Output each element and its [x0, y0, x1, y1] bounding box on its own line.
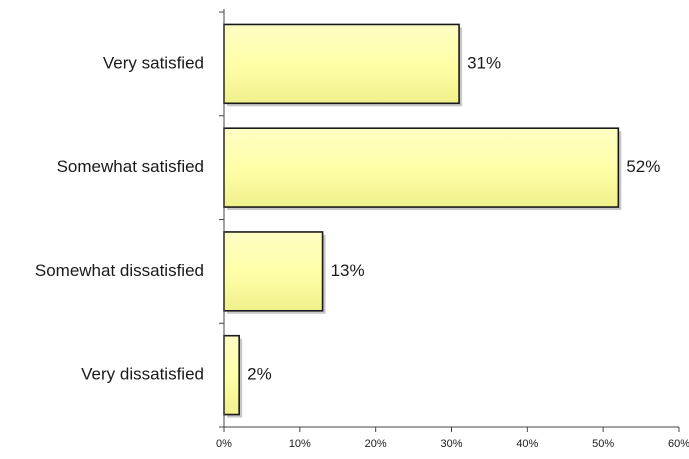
bar-very-dissatisfied: [223, 334, 240, 416]
bar-somewhat-satisfied: [223, 127, 620, 208]
data-label: 52%: [626, 157, 660, 176]
category-label: Somewhat satisfied: [57, 157, 204, 176]
x-tick-label: 40%: [516, 438, 538, 450]
x-tick-label: 60%: [668, 438, 689, 450]
data-label: 31%: [467, 53, 501, 72]
x-tick-label: 20%: [365, 438, 387, 450]
bar-somewhat-dissatisfied: [223, 231, 324, 312]
category-label: Very dissatisfied: [81, 365, 204, 384]
x-tick-label: 30%: [440, 438, 462, 450]
x-tick-label: 0%: [216, 438, 232, 450]
category-label: Very satisfied: [103, 53, 204, 72]
data-label: 2%: [247, 365, 272, 384]
category-label: Somewhat dissatisfied: [35, 261, 204, 280]
x-tick-label: 50%: [592, 438, 614, 450]
x-tick-label: 10%: [289, 438, 311, 450]
data-label: 13%: [331, 261, 365, 280]
bar-very-satisfied: [223, 23, 460, 105]
